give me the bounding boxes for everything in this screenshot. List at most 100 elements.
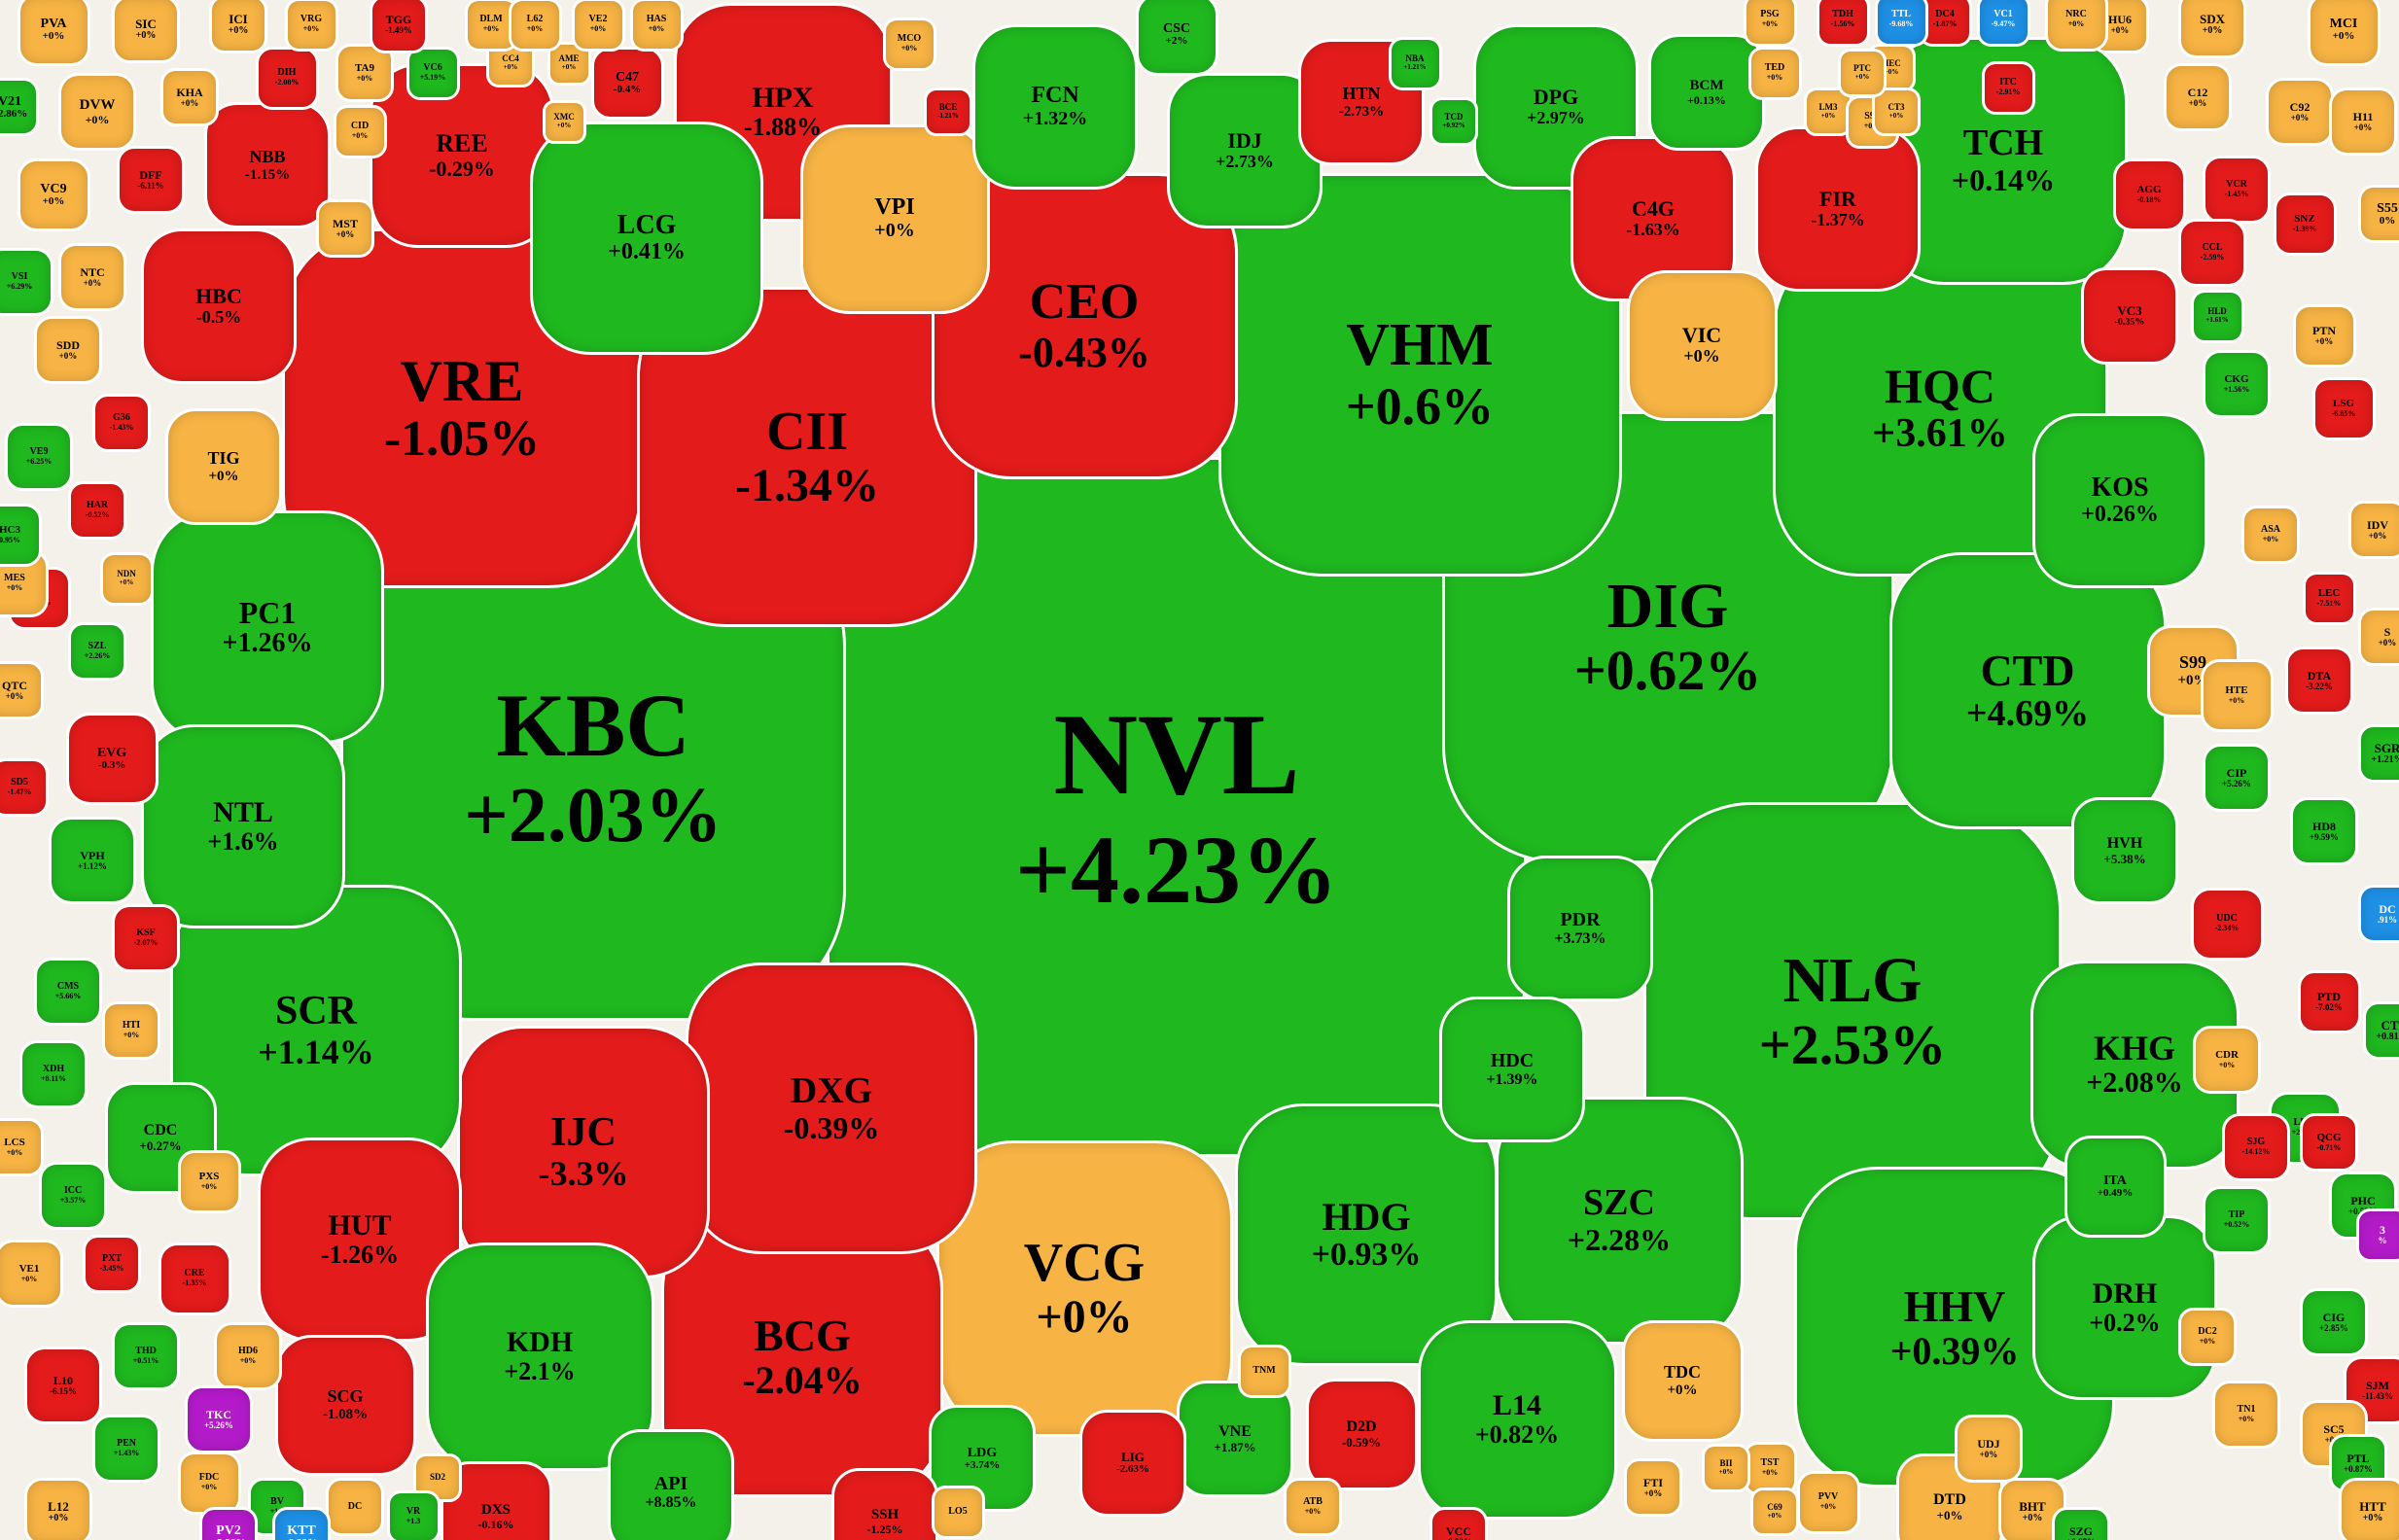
stock-cell-cti[interactable]: CTI+0.81% bbox=[2363, 1001, 2399, 1060]
stock-cell-h11[interactable]: H11 +0% bbox=[2329, 88, 2397, 156]
stock-cell-3[interactable]: 3% bbox=[2355, 1208, 2399, 1262]
stock-cell-bce[interactable]: BCE -1.21% bbox=[924, 88, 972, 136]
stock-cell-c92[interactable]: C92 +0% bbox=[2266, 78, 2334, 146]
stock-cell-dvw[interactable]: DVW +0% bbox=[58, 73, 136, 151]
stock-cell-ici[interactable]: ICI +0% bbox=[209, 0, 267, 53]
stock-cell-dxg[interactable]: DXG -0.39% bbox=[686, 962, 977, 1254]
stock-cell-lm3[interactable]: LM3 +0% bbox=[1804, 88, 1852, 136]
stock-cell-tgg[interactable]: TGG -1.49% bbox=[370, 0, 428, 53]
stock-cell-ccl[interactable]: CCL -2.59% bbox=[2178, 219, 2246, 287]
stock-cell-evg[interactable]: EVG -0.3% bbox=[65, 712, 159, 805]
stock-cell-vc1[interactable]: VC1 -9.47% bbox=[1976, 0, 2030, 47]
stock-cell-idj[interactable]: IDJ +2.73% bbox=[1167, 73, 1323, 228]
stock-cell-has[interactable]: HAS +0% bbox=[629, 0, 684, 52]
stock-cell-ptc[interactable]: PTC +0% bbox=[1838, 49, 1887, 97]
stock-cell-snz[interactable]: SNZ -1.39% bbox=[2273, 192, 2337, 256]
stock-cell-lo5[interactable]: LO5 bbox=[931, 1485, 985, 1539]
stock-cell-tnm[interactable]: TNM bbox=[1237, 1344, 1291, 1398]
stock-cell-cig[interactable]: CIG +2.85% bbox=[2300, 1288, 2368, 1356]
stock-cell-szg[interactable]: SZG+6.67% bbox=[2052, 1507, 2110, 1540]
stock-cell-csc[interactable]: CSC +2% bbox=[1135, 0, 1218, 76]
stock-cell-c69[interactable]: C69 +0% bbox=[1750, 1488, 1799, 1536]
stock-cell-hbc[interactable]: HBC -0.5% bbox=[141, 228, 297, 384]
stock-cell-kos[interactable]: KOS +0.26% bbox=[2032, 413, 2207, 588]
stock-cell-udj[interactable]: UDJ +0% bbox=[1955, 1415, 2023, 1483]
stock-cell-l12[interactable]: L12 +0% bbox=[24, 1478, 92, 1540]
stock-cell-vne[interactable]: VNE +1.87% bbox=[1177, 1381, 1293, 1497]
stock-cell-fir[interactable]: FIR -1.37% bbox=[1755, 126, 1921, 292]
stock-cell-har[interactable]: HAR -0.52% bbox=[68, 481, 126, 540]
stock-cell-asa[interactable]: ASA +0% bbox=[2241, 506, 2300, 564]
stock-cell-hte[interactable]: HTE +0% bbox=[2200, 658, 2274, 732]
stock-cell-thd[interactable]: THD +0.51% bbox=[112, 1322, 180, 1390]
stock-cell-itc[interactable]: ITC -2.91% bbox=[1981, 60, 2035, 115]
stock-cell-vcg[interactable]: VCG +0% bbox=[935, 1139, 1233, 1437]
stock-cell-dc2[interactable]: DC2 +0% bbox=[2178, 1308, 2237, 1366]
stock-cell-vcr[interactable]: VCR -1.45% bbox=[2203, 156, 2271, 224]
stock-cell-ceo[interactable]: CEO -0.43% bbox=[931, 172, 1238, 479]
stock-cell-icc[interactable]: ICC +3.57% bbox=[39, 1162, 107, 1230]
stock-cell-sdx[interactable]: SDX +0% bbox=[2178, 0, 2246, 58]
stock-cell-ita[interactable]: ITA +0.49% bbox=[2064, 1135, 2167, 1238]
stock-cell-cre[interactable]: CRE -1.35% bbox=[158, 1242, 231, 1315]
stock-cell-lsg[interactable]: LSG -6.85% bbox=[2311, 376, 2376, 440]
stock-cell-hdc[interactable]: HDC +1.39% bbox=[1439, 997, 1585, 1142]
stock-cell-nbb[interactable]: NBB -1.15% bbox=[204, 102, 331, 228]
stock-cell-mco[interactable]: MCO +0% bbox=[882, 17, 936, 71]
stock-cell-tkc[interactable]: TKC +5.26% bbox=[185, 1385, 253, 1453]
stock-cell-hld[interactable]: HLD +1.61% bbox=[2190, 289, 2244, 343]
stock-cell-pen[interactable]: PEN +1.43% bbox=[92, 1415, 160, 1483]
stock-cell-sd5[interactable]: SD5 -1.47% bbox=[0, 758, 49, 817]
stock-cell-l62[interactable]: L62 +0% bbox=[508, 0, 562, 52]
stock-cell-pc1[interactable]: PC1 +1.26% bbox=[151, 510, 384, 744]
stock-cell-ct3[interactable]: CT3 +0% bbox=[1872, 88, 1921, 136]
stock-cell-sic[interactable]: SIC +0% bbox=[112, 0, 180, 63]
stock-cell-lcs[interactable]: LCS +0% bbox=[0, 1118, 44, 1176]
stock-cell-mst[interactable]: MST +0% bbox=[316, 199, 374, 258]
stock-cell-vsi[interactable]: VSI +6.29% bbox=[0, 248, 53, 316]
stock-cell-vhm[interactable]: VHM +0.6% bbox=[1217, 172, 1622, 577]
stock-cell-ksf[interactable]: KSF -2.07% bbox=[112, 904, 180, 972]
stock-cell-xdh[interactable]: XDH +8.11% bbox=[19, 1040, 88, 1108]
stock-cell-vcc[interactable]: VCC-6.52% bbox=[1429, 1507, 1488, 1540]
stock-cell-ve9[interactable]: VE9 +6.25% bbox=[5, 423, 73, 491]
stock-cell-kdh[interactable]: KDH +2.1% bbox=[425, 1242, 654, 1471]
stock-cell-s55[interactable]: S55 0% bbox=[2358, 185, 2399, 243]
stock-cell-kha[interactable]: KHA +0% bbox=[160, 68, 219, 126]
stock-cell-vic[interactable]: VIC +0% bbox=[1626, 269, 1778, 421]
stock-cell-sgr[interactable]: SGR+1.21% bbox=[2358, 724, 2399, 783]
stock-cell-scg[interactable]: SCG -1.08% bbox=[274, 1334, 416, 1476]
stock-cell-vr[interactable]: VR +1.3 bbox=[386, 1489, 441, 1540]
stock-cell-mci[interactable]: MCI +0% bbox=[2307, 0, 2381, 66]
stock-cell-ve1[interactable]: VE1 +0% bbox=[0, 1240, 63, 1308]
stock-cell-l10[interactable]: L10 -6.15% bbox=[24, 1347, 102, 1424]
stock-cell-nba[interactable]: NBA +1.21% bbox=[1388, 36, 1442, 90]
stock-cell-tdh[interactable]: TDH -1.56% bbox=[1816, 0, 1870, 47]
stock-cell-ctd[interactable]: CTD +4.69% bbox=[1888, 551, 2167, 829]
stock-cell-ptd[interactable]: PTD -7.02% bbox=[2297, 969, 2361, 1033]
stock-cell-xmc[interactable]: XMC +0% bbox=[542, 99, 586, 144]
stock-cell-ktt[interactable]: KTT-8.33% bbox=[272, 1507, 331, 1540]
stock-cell-psg[interactable]: PSG +0% bbox=[1743, 0, 1797, 47]
stock-cell-sdd[interactable]: SDD +0% bbox=[34, 316, 102, 384]
stock-cell-bii[interactable]: BII +0% bbox=[1702, 1444, 1750, 1492]
stock-cell-vc9[interactable]: VC9 +0% bbox=[17, 158, 90, 231]
stock-cell-pvv[interactable]: PVV +0% bbox=[1796, 1470, 1860, 1534]
stock-cell-ssh[interactable]: SSH -1.25% bbox=[831, 1468, 938, 1540]
stock-cell-tdc[interactable]: TDC +0% bbox=[1621, 1319, 1744, 1442]
stock-cell-tip[interactable]: TIP +0.52% bbox=[2203, 1186, 2271, 1254]
stock-cell-udc[interactable]: UDC -2.34% bbox=[2190, 887, 2264, 961]
stock-cell-tig[interactable]: TIG +0% bbox=[165, 408, 282, 525]
stock-cell-s[interactable]: S +0% bbox=[2358, 608, 2399, 666]
stock-cell-cms[interactable]: CMS +5.66% bbox=[34, 958, 102, 1026]
stock-cell-vc6[interactable]: VC6 +5.19% bbox=[406, 46, 460, 100]
stock-cell-ckg[interactable]: CKG +1.56% bbox=[2203, 350, 2271, 418]
stock-cell-hd8[interactable]: HD8 +9.59% bbox=[2290, 797, 2358, 865]
stock-cell-hc3[interactable]: HC3 0.95% bbox=[0, 503, 42, 567]
stock-cell-qtc[interactable]: QTC +0% bbox=[0, 661, 44, 719]
stock-cell-lig[interactable]: LIG -2.63% bbox=[1079, 1410, 1186, 1517]
stock-cell-ted[interactable]: TED +0% bbox=[1747, 46, 1802, 100]
stock-cell-dc[interactable]: DC bbox=[326, 1478, 384, 1536]
stock-cell-fti[interactable]: FTI +0% bbox=[1624, 1458, 1682, 1517]
stock-cell-htt[interactable]: HTT +0% bbox=[2339, 1478, 2399, 1540]
